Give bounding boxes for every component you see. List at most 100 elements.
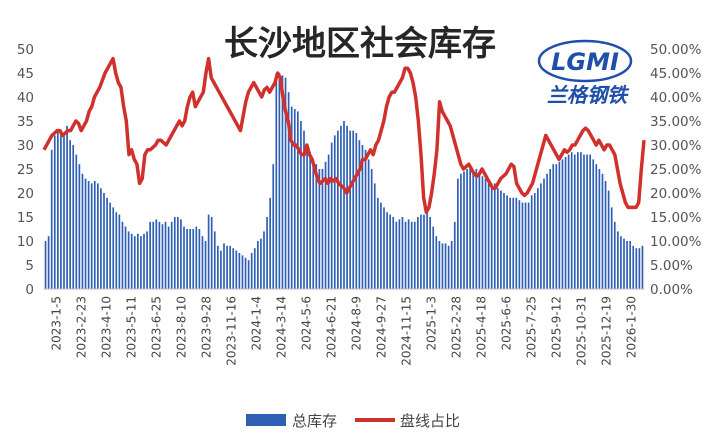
legend-bar-swatch (246, 414, 286, 426)
chart-title: 长沙地区社会库存 (224, 24, 496, 64)
inventory-bar (561, 159, 564, 289)
inventory-bar (238, 253, 241, 289)
inventory-bar (278, 73, 281, 289)
inventory-bar (577, 152, 579, 289)
right-tick-label: 40.00% (650, 90, 702, 106)
inventory-bar (570, 152, 573, 289)
inventory-bar (173, 217, 176, 289)
legend: 总库存 盘线占比 (246, 412, 460, 430)
inventory-bar (143, 233, 145, 289)
inventory-bar (521, 202, 524, 289)
inventory-bar (300, 121, 302, 289)
inventory-bar (466, 169, 468, 289)
inventory-bar (555, 164, 558, 289)
inventory-bar (567, 154, 570, 289)
inventory-bar (220, 250, 222, 289)
inventory-bar (155, 219, 158, 289)
inventory-bar (497, 188, 499, 289)
inventory-bar (103, 193, 105, 289)
inventory-bar (53, 135, 56, 289)
inventory-bar (589, 154, 591, 289)
inventory-bar (149, 221, 151, 289)
inventory-bar (426, 209, 428, 289)
x-tick-label: 2024-9-27 (375, 296, 389, 358)
right-tick-label: 50.00% (650, 42, 702, 58)
inventory-bar (247, 260, 250, 289)
inventory-bar (69, 140, 71, 289)
inventory-bar (253, 248, 256, 289)
inventory-bar (257, 241, 259, 289)
x-tick-label: 2023-5-11 (125, 296, 139, 358)
inventory-bar (472, 171, 475, 289)
inventory-bar (229, 245, 231, 289)
inventory-bar (586, 154, 588, 289)
inventory-bar (217, 245, 219, 289)
inventory-bar (269, 197, 271, 289)
inventory-bar (506, 195, 508, 289)
inventory-bar (386, 212, 388, 289)
inventory-bar (518, 200, 521, 289)
inventory-bar (72, 145, 75, 289)
left-tick-label: 20 (17, 186, 34, 202)
inventory-bar (170, 221, 173, 289)
x-tick-label: 2025-1-3 (425, 296, 439, 350)
inventory-bar (420, 214, 422, 289)
inventory-bar (490, 183, 493, 289)
inventory-bar (260, 238, 262, 289)
x-tick-label: 2024-11-15 (400, 296, 414, 366)
inventory-bar (398, 219, 401, 289)
inventory-bar (478, 173, 481, 289)
inventory-bar (601, 173, 604, 289)
x-tick-label: 2025-10-31 (575, 296, 589, 366)
inventory-bar (355, 133, 358, 289)
inventory-bar (75, 154, 78, 289)
right-axis-ticks: 0.00% 5.00% 10.00% 15.00% 20.00% 25.00% 30.00%… (650, 42, 702, 298)
inventory-bar (352, 130, 355, 289)
left-tick-label: 5 (25, 258, 34, 274)
inventory-bar (241, 255, 244, 289)
right-tick-label: 25.00% (650, 162, 702, 178)
logo-ellipse (537, 39, 633, 83)
inventory-bar (226, 245, 228, 289)
inventory-bar (346, 125, 348, 289)
inventory-bar (533, 193, 536, 289)
inventory-bar (340, 125, 342, 289)
inventory-bar (50, 149, 53, 289)
inventory-bar (389, 214, 391, 289)
inventory-bar (327, 154, 330, 289)
x-tick-label: 2024-6-21 (325, 296, 339, 358)
inventory-bar (47, 236, 50, 289)
inventory-bar (423, 214, 425, 289)
inventory-bar (100, 188, 102, 289)
inventory-bar (404, 221, 407, 289)
inventory-bar (515, 197, 518, 289)
inventory-bar (266, 217, 268, 289)
inventory-bar (207, 214, 210, 289)
inventory-bar (364, 149, 367, 289)
inventory-bar (607, 190, 610, 289)
inventory-bar (201, 236, 204, 289)
inventory-bar (632, 245, 635, 289)
inventory-bar (552, 164, 555, 289)
inventory-bar (481, 176, 484, 289)
inventory-bar (407, 219, 410, 289)
inventory-bar (324, 161, 327, 289)
inventory-bar (137, 233, 139, 289)
inventory-bar (558, 161, 561, 289)
inventory-bar (610, 207, 613, 289)
inventory-bar (60, 130, 62, 289)
x-tick-label: 2025-4-18 (475, 296, 489, 358)
inventory-bar (604, 181, 607, 289)
inventory-bar (503, 193, 505, 289)
x-tick-label: 2025-12-19 (600, 296, 614, 366)
left-tick-label: 25 (17, 162, 34, 178)
right-tick-label: 45.00% (650, 66, 702, 82)
inventory-bar (635, 248, 638, 289)
inventory-bar (121, 221, 124, 289)
inventory-bar (158, 221, 161, 289)
inventory-bar (189, 229, 191, 289)
inventory-bar (90, 183, 93, 289)
inventory-bar (312, 159, 315, 289)
x-tick-label: 2025-7-25 (525, 296, 539, 358)
inventory-bar (527, 202, 530, 289)
